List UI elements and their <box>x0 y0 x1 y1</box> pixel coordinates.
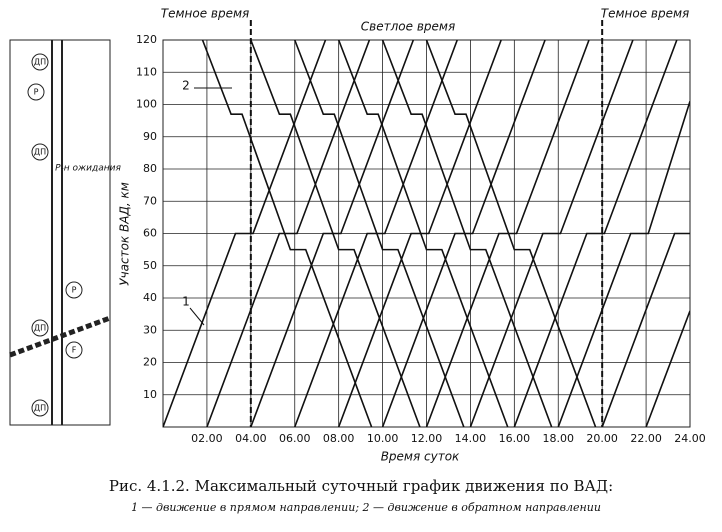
train-path <box>645 310 690 427</box>
plot: 10 20 30 40 50 60 70 80 90 100 110 120 02.00 04.00 06.… <box>136 20 706 445</box>
x-tick-label: 24.00 <box>674 432 706 445</box>
schematic-label: ДП <box>34 324 46 333</box>
caption: Рис. 4.1.2. Максимальный суточный график… <box>109 477 613 495</box>
schematic-label: F <box>72 346 77 355</box>
y-tick-label: 50 <box>143 259 157 272</box>
header: Темное время <box>161 7 250 21</box>
y-tick-label: 90 <box>143 130 157 143</box>
train-path <box>601 232 690 427</box>
icon <box>27 83 45 101</box>
x-tick-label: 10.00 <box>367 432 399 445</box>
schematic-frame <box>9 39 111 426</box>
x-tick-label: 12.00 <box>411 432 443 445</box>
schematic: ДП Р ДП Р-н ожидания Р ДП F ДП <box>9 39 121 426</box>
x-tick-label: 08.00 <box>323 432 355 445</box>
x-tick-label: 14.00 <box>455 432 487 445</box>
x-axis-label: Время суток <box>381 450 460 464</box>
schematic-label: ДП <box>34 404 46 413</box>
y-tick-label: 20 <box>143 356 157 369</box>
series-marker: 2 <box>182 79 190 93</box>
header: Светлое время <box>361 20 455 34</box>
schematic-label: Р <box>72 286 77 295</box>
schematic-label: Р-н ожидания <box>55 164 121 174</box>
icon <box>65 341 83 359</box>
x-tick-label: 18.00 <box>543 432 575 445</box>
y-tick-label: 10 <box>143 388 157 401</box>
x-tick-label: 02.00 <box>191 432 223 445</box>
header: Темное время <box>601 7 690 21</box>
caption-legend: 1 — движение в прямом направлении; 2 — д… <box>131 501 601 514</box>
schematic-label: ДП <box>34 58 46 67</box>
icon <box>31 143 49 161</box>
x-tick-label: 04.00 <box>235 432 267 445</box>
x-tick-label: 16.00 <box>499 432 531 445</box>
x-tick-label: 06.00 <box>279 432 311 445</box>
train-path <box>557 101 690 427</box>
train-path <box>513 40 678 427</box>
train-path <box>163 40 327 427</box>
train-path <box>201 40 373 427</box>
crossing <box>9 315 111 358</box>
x-tick-label: 22.00 <box>630 432 662 445</box>
train-path <box>250 40 421 427</box>
y-tick-label: 30 <box>143 323 157 336</box>
y-axis-label: Участок ВАД, км <box>118 182 132 286</box>
icon <box>65 281 83 299</box>
y-tick-label: 110 <box>136 65 157 78</box>
train-path <box>294 40 465 427</box>
schematic-label: ДП <box>34 148 46 157</box>
train-path <box>425 40 597 427</box>
y-tick-label: 60 <box>143 227 157 240</box>
train-path <box>381 40 553 427</box>
icon <box>31 399 49 417</box>
series-marker: 1 <box>182 295 190 309</box>
icon <box>31 319 49 337</box>
train-path <box>469 40 634 427</box>
x-tick-label: 20.00 <box>586 432 618 445</box>
y-tick-label: 80 <box>143 162 157 175</box>
y-tick-label: 70 <box>143 194 157 207</box>
series-group <box>163 40 690 427</box>
train-path <box>337 40 509 427</box>
y-tick-label: 120 <box>136 33 157 46</box>
y-tick-label: 40 <box>143 291 157 304</box>
train-path <box>206 40 371 427</box>
y-tick-label: 100 <box>136 98 157 111</box>
icon <box>31 53 49 71</box>
schematic-label: Р <box>34 88 39 97</box>
